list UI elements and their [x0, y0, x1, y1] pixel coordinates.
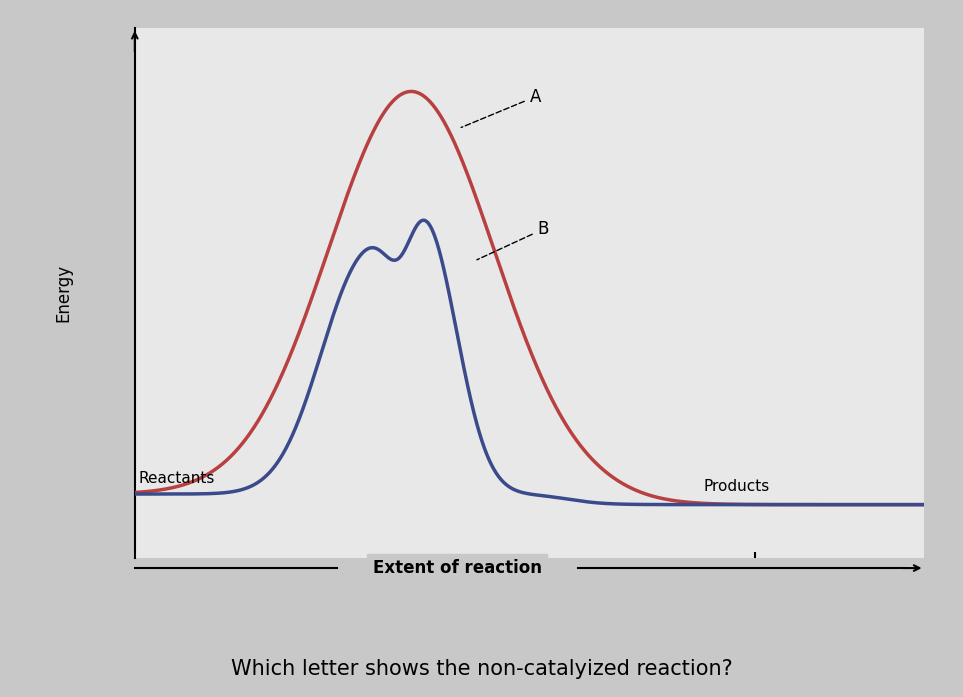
Text: Products: Products	[703, 479, 769, 493]
Text: Extent of reaction: Extent of reaction	[373, 559, 542, 577]
Text: Reactants: Reactants	[139, 471, 215, 486]
Text: A: A	[461, 88, 541, 128]
Text: B: B	[477, 220, 549, 260]
Text: Which letter shows the non-catalyized reaction?: Which letter shows the non-catalyized re…	[230, 659, 733, 679]
Text: Energy: Energy	[55, 263, 73, 322]
